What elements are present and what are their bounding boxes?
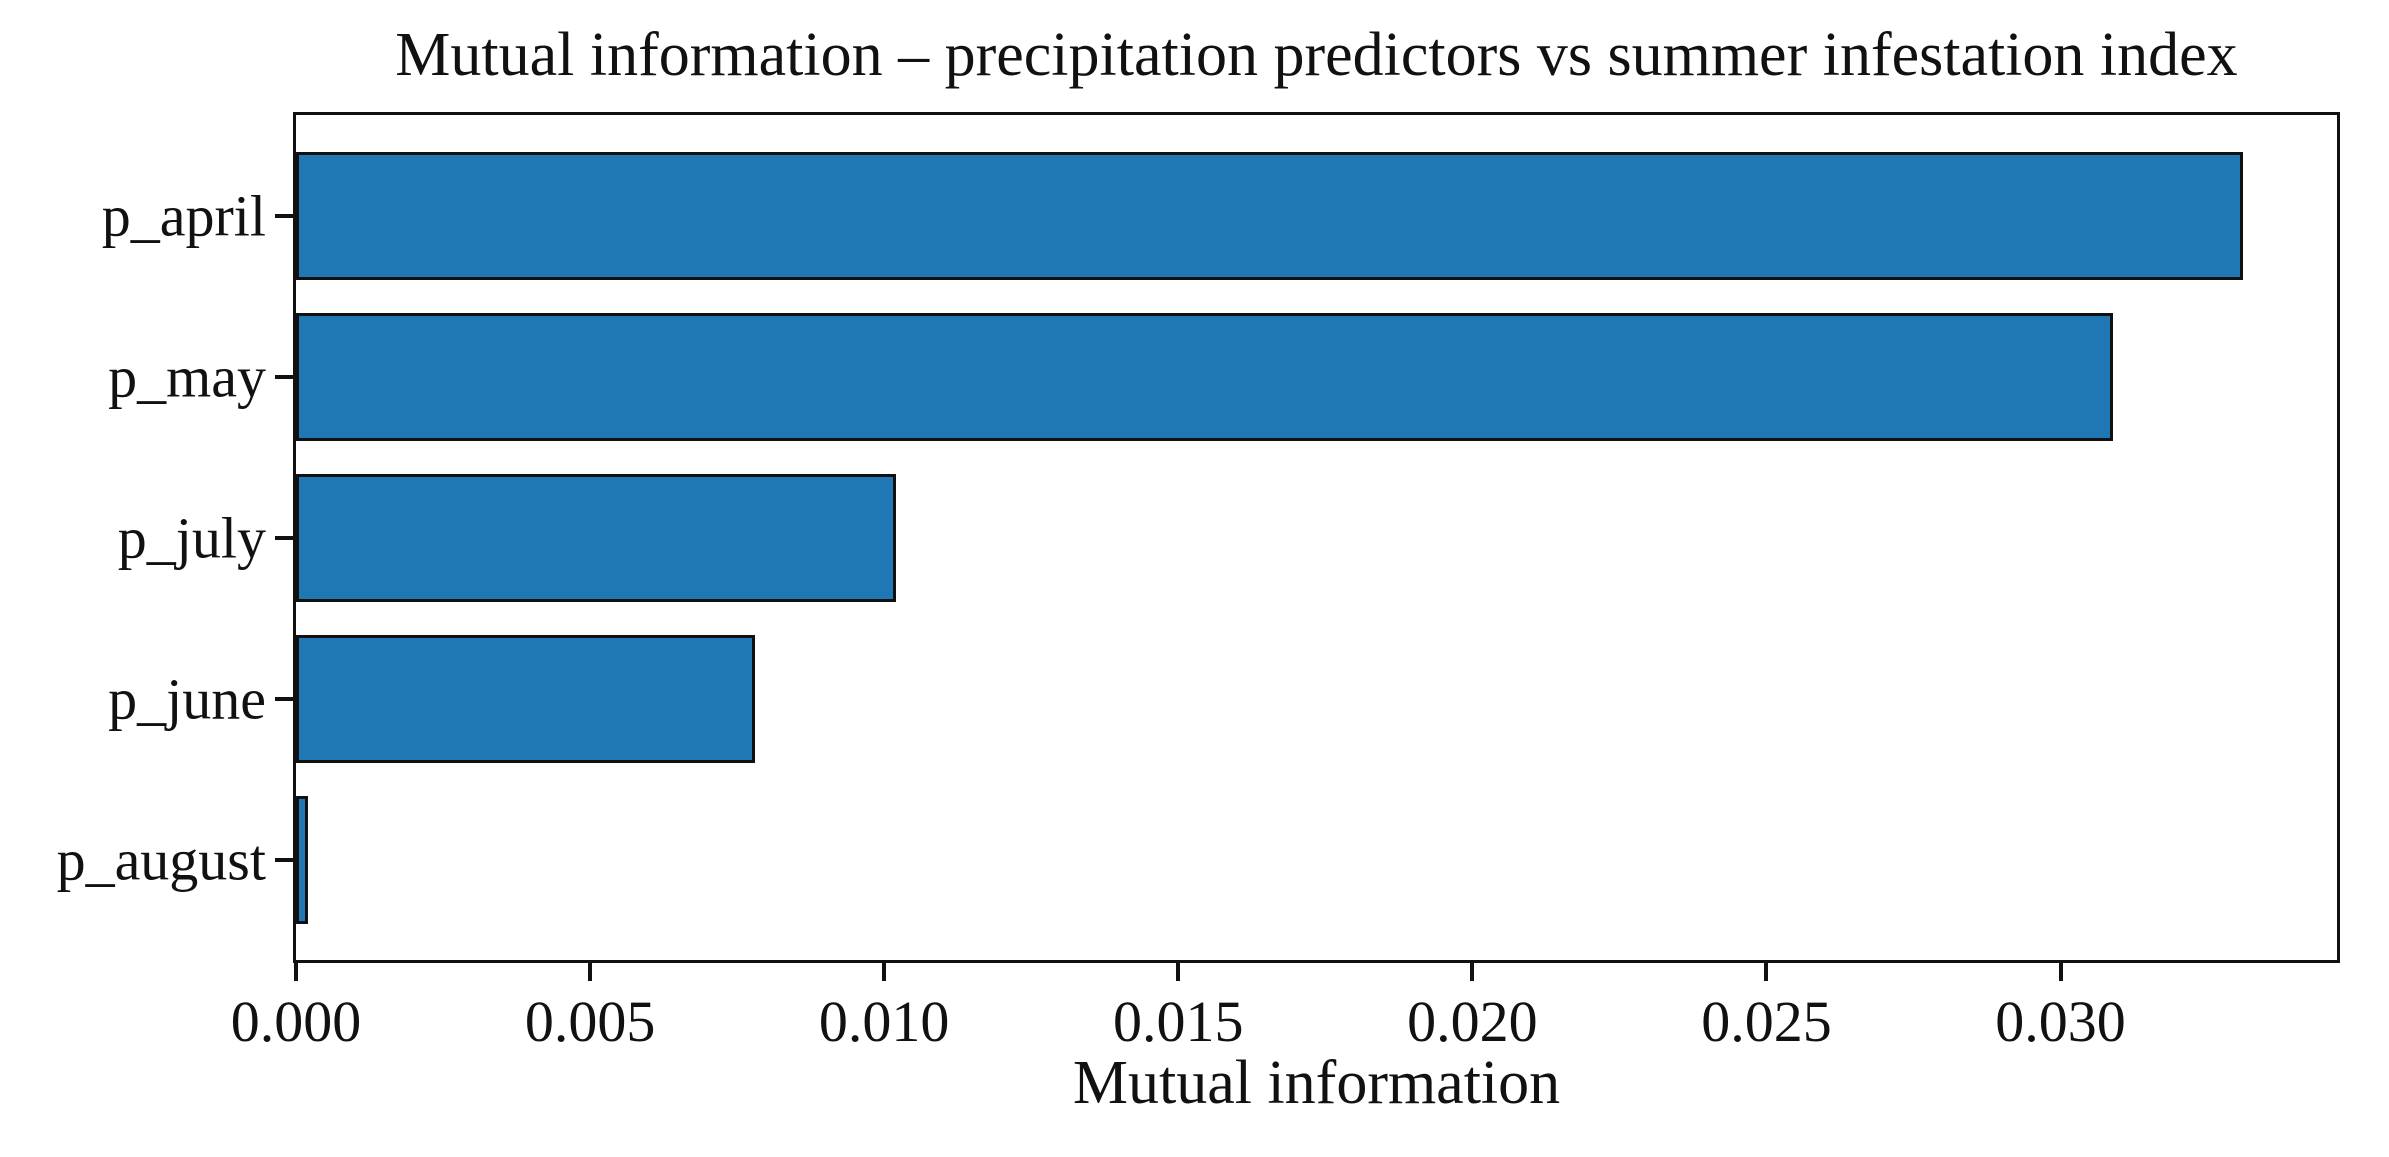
y-axis-tick [275, 696, 293, 701]
x-axis-tick [1470, 963, 1475, 981]
bar-row: p_june [108, 618, 2337, 779]
x-tick-label: 0.000 [230, 989, 362, 1054]
x-tick-label: 0.005 [524, 989, 656, 1054]
x-tick-label: 0.025 [1701, 989, 1832, 1054]
y-axis-tick [275, 375, 293, 380]
y-tick-label: p_july [117, 505, 266, 571]
bar-row: p_july [118, 458, 2337, 619]
x-tick-label: 0.010 [818, 989, 950, 1054]
x-tick-label: 0.030 [1995, 989, 2126, 1054]
bar-row: p_may [108, 297, 2337, 458]
bar-row: p_august [57, 779, 2337, 940]
plot-area: p_april p_may p_july p_june p_august 0.000 0.… [57, 112, 2340, 1054]
bar-p_june [296, 634, 755, 763]
y-tick-label: p_august [56, 827, 266, 893]
x-axis-tick [294, 963, 298, 981]
x-axis-tick [588, 963, 593, 981]
bar-p_april [296, 152, 2243, 281]
x-axis-label: Mutual information [1072, 1049, 1561, 1117]
bar-p_may [296, 313, 2114, 442]
bar-p_august [296, 795, 308, 924]
x-tick-label: 0.020 [1407, 989, 1538, 1054]
y-tick-label: p_may [108, 344, 266, 410]
bar-row: p_april [102, 136, 2337, 297]
chart-title: Mutual information – precipitation predi… [395, 21, 2238, 89]
x-axis-tick [1764, 963, 1769, 981]
x-tick-label: 0.015 [1113, 989, 1244, 1054]
x-axis-tick [2058, 963, 2063, 981]
y-axis-tick [275, 214, 293, 219]
y-axis-tick [275, 857, 293, 862]
bar-p_july [296, 473, 896, 602]
bar-rows-container: p_april p_may p_july p_june p_august [57, 115, 2337, 960]
y-tick-label: p_june [108, 666, 266, 732]
y-axis-tick [275, 535, 293, 540]
y-tick-label: p_april [101, 183, 266, 249]
x-axis-tick [882, 963, 887, 981]
x-axis-tick [1176, 963, 1181, 981]
